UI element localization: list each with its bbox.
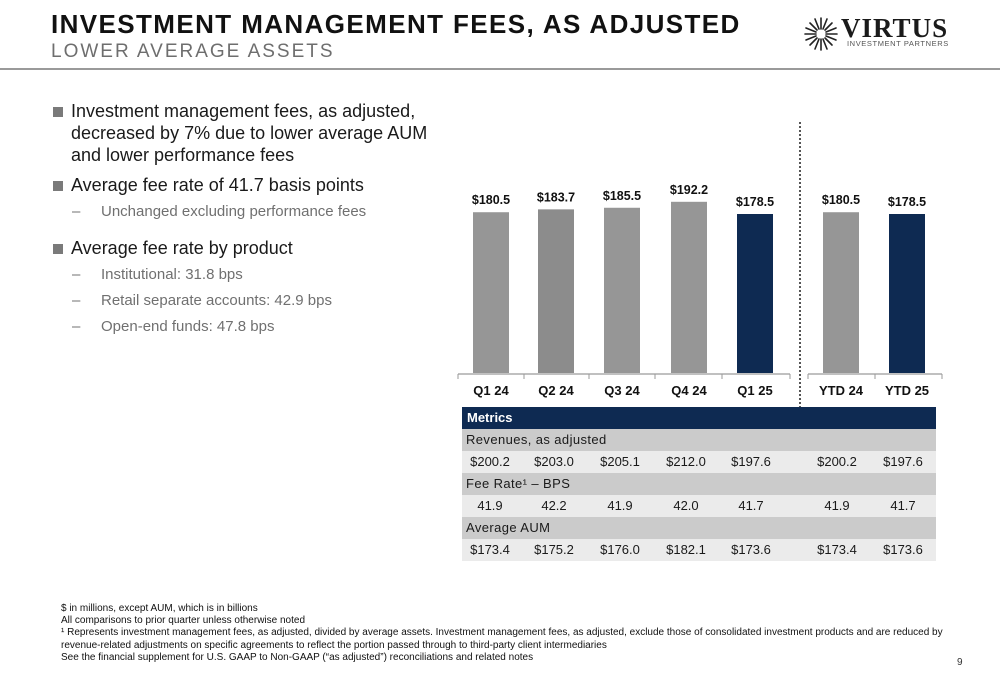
metrics-cell: $197.6 [731, 454, 771, 469]
metrics-cell: $173.4 [470, 542, 510, 557]
metrics-cell: $212.0 [666, 454, 706, 469]
square-bullet-icon [53, 181, 63, 191]
bar-value-label: $185.5 [603, 189, 641, 203]
dash-bullet-icon: – [72, 203, 81, 220]
sub-bullet-text: Open-end funds: 47.8 bps [101, 318, 275, 335]
metrics-cell: $197.6 [883, 454, 923, 469]
dash-bullet-icon: – [72, 292, 81, 309]
metrics-cell: 41.9 [477, 498, 503, 513]
bar-ytd-24 [823, 212, 859, 373]
metrics-cell: $173.6 [731, 542, 771, 557]
sub-bullet-item: – Institutional: 31.8 bps [51, 265, 431, 285]
sub-bullet-item: – Unchanged excluding performance fees [51, 202, 431, 222]
metrics-table: Metrics Revenues, as adjusted $200.2 $203.… [462, 407, 936, 561]
category-label: Q2 24 [538, 383, 574, 398]
page-title: INVESTMENT MANAGEMENT FEES, AS ADJUSTED [51, 9, 741, 39]
bullet-list: Investment management fees, as adjusted,… [51, 100, 431, 337]
metrics-cell: 41.7 [890, 498, 916, 513]
metrics-cell: $173.6 [883, 542, 923, 557]
square-bullet-icon [53, 244, 63, 254]
bullet-text: Average fee rate by product [71, 238, 293, 258]
metrics-cell: $200.2 [470, 454, 510, 469]
sub-bullet-text: Institutional: 31.8 bps [101, 266, 243, 283]
bar-value-label: $180.5 [822, 193, 860, 207]
metrics-row-label: Revenues, as adjusted [462, 429, 936, 451]
sub-bullet-text: Retail separate accounts: 42.9 bps [101, 292, 332, 309]
starburst-logo-icon [804, 17, 838, 51]
metrics-cell: $200.2 [817, 454, 857, 469]
virtus-logo: VIRTUS INVESTMENT PARTNERS [803, 13, 953, 54]
metrics-row-values: $200.2 $203.0 $205.1 $212.0 $197.6 $200.2 $197… [462, 451, 936, 473]
bullet-text: Investment management fees, as adjusted,… [71, 101, 428, 165]
metrics-row-values: $173.4 $175.2 $176.0 $182.1 $173.6 $173.4 $173… [462, 539, 936, 561]
logo-tagline: INVESTMENT PARTNERS [847, 39, 949, 48]
metrics-cell: 42.2 [541, 498, 567, 513]
logo-wordmark: VIRTUS [841, 13, 949, 43]
metrics-cell: 41.7 [738, 498, 764, 513]
sub-bullet-item: – Open-end funds: 47.8 bps [51, 317, 431, 337]
bullet-item: Average fee rate by product [51, 237, 431, 259]
square-bullet-icon [53, 107, 63, 117]
category-label: Q3 24 [604, 383, 640, 398]
header-divider [0, 68, 1000, 70]
category-label: Q1 24 [473, 383, 509, 398]
bar-q1-25 [737, 214, 773, 373]
bar-q3-24 [604, 207, 640, 373]
metrics-row-label: Fee Rate¹ – BPS [462, 473, 936, 495]
sub-bullet-text: Unchanged excluding performance fees [101, 203, 367, 220]
category-label: YTD 24 [819, 383, 864, 398]
category-label: Q1 25 [737, 383, 772, 398]
bar-value-label: $192.2 [670, 183, 708, 197]
footnotes: $ in millions, except AUM, which is in b… [61, 603, 961, 664]
metrics-cell: 41.9 [607, 498, 633, 513]
bar-value-label: $178.5 [888, 195, 926, 209]
bar-value-label: $178.5 [736, 195, 774, 209]
dash-bullet-icon: – [72, 266, 81, 283]
bullet-item: Investment management fees, as adjusted,… [51, 100, 431, 166]
bar-q2-24 [538, 209, 574, 373]
metrics-cell: 42.0 [673, 498, 699, 513]
metrics-cell: $205.1 [600, 454, 640, 469]
bullet-text: Average fee rate of 41.7 basis points [71, 175, 364, 195]
footnote: All comparisons to prior quarter unless … [61, 615, 306, 627]
metrics-row-label: Average AUM [462, 517, 936, 539]
bar-value-label: $180.5 [472, 193, 510, 207]
metrics-cell: $182.1 [666, 542, 706, 557]
metrics-cell: 41.9 [824, 498, 850, 513]
page-subtitle: LOWER AVERAGE ASSETS [51, 41, 335, 62]
sub-bullet-item: – Retail separate accounts: 42.9 bps [51, 291, 431, 311]
ytd-divider-line [799, 122, 801, 560]
bar-ytd-25 [889, 214, 925, 373]
bar-value-label: $183.7 [537, 190, 575, 204]
metrics-header: Metrics [462, 407, 936, 429]
page-number: 9 [957, 657, 963, 668]
footnote: See the financial supplement for U.S. GA… [61, 651, 534, 663]
metrics-cell: $176.0 [600, 542, 640, 557]
metrics-cell: $175.2 [534, 542, 574, 557]
category-label: Q4 24 [671, 383, 707, 398]
footnote: ¹ Represents investment management fees,… [61, 627, 943, 651]
fees-bar-chart: $180.5 Q1 24 $183.7 Q2 24 $185.5 Q3 24 $192.2 Q… [457, 183, 943, 398]
metrics-cell: $203.0 [534, 454, 574, 469]
metrics-row-values: 41.9 42.2 41.9 42.0 41.7 41.9 41.7 [462, 495, 936, 517]
bar-q4-24 [671, 201, 707, 373]
category-label: YTD 25 [885, 383, 929, 398]
bullet-item: Average fee rate of 41.7 basis points [51, 174, 431, 196]
footnote: $ in millions, except AUM, which is in b… [61, 603, 258, 614]
metrics-cell: $173.4 [817, 542, 857, 557]
dash-bullet-icon: – [72, 318, 81, 335]
bar-q1-24 [473, 212, 509, 373]
